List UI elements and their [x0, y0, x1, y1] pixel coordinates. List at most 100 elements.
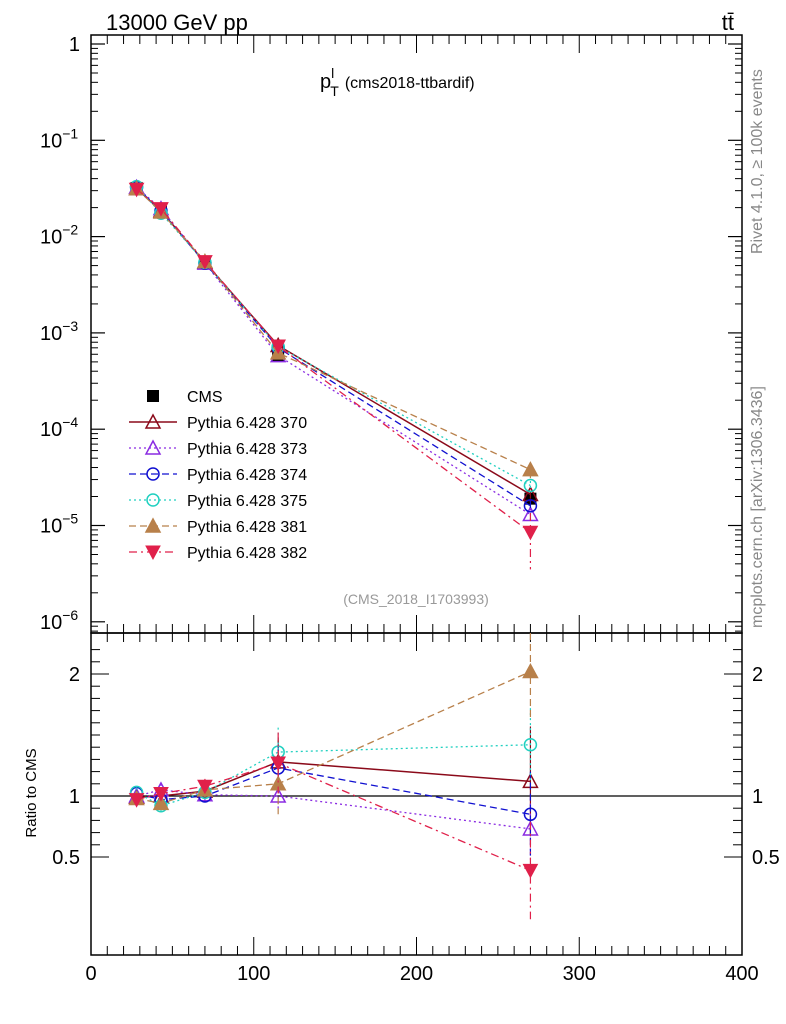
legend-marker — [146, 493, 160, 507]
y-tick-exponent: −1 — [62, 125, 78, 141]
legend-marker — [147, 390, 159, 402]
legend-item-p374: Pythia 6.428 374 — [129, 467, 307, 484]
x-tick-label: 100 — [237, 963, 270, 985]
ratio-y-tick-label-right: 2 — [752, 664, 763, 686]
ratio-y-tick-label: 0.5 — [52, 847, 80, 869]
y-tick-base: 10 — [40, 227, 62, 249]
ratio-point — [522, 662, 539, 679]
data-point — [128, 182, 145, 198]
legend-item-p382: Pythia 6.428 382 — [129, 545, 307, 562]
y-tick-label: 1 — [69, 34, 80, 56]
y-tick-label: 10−3 — [40, 318, 78, 345]
legend-label: Pythia 6.428 382 — [187, 545, 307, 562]
legend-item-p373: Pythia 6.428 373 — [129, 439, 307, 458]
ratio-point — [523, 738, 538, 752]
y-tick-base: 10 — [40, 516, 62, 538]
ratio-line — [136, 670, 531, 804]
legend-item-p370: Pythia 6.428 370 — [129, 413, 307, 432]
legend: CMS Pythia 6.428 370 Pythia 6.428 373 Pythi… — [129, 389, 307, 562]
y-tick-base: 10 — [40, 130, 62, 152]
plot-title: pl T (cms2018-ttbardif) — [320, 65, 475, 99]
data-point — [523, 499, 538, 513]
legend-label: Pythia 6.428 381 — [187, 519, 307, 536]
series-p381 — [128, 180, 539, 479]
rivet-label: Rivet 4.1.0, ≥ 100k events — [749, 69, 766, 254]
ratio-series-p370 — [128, 726, 539, 837]
legend-marker — [145, 545, 161, 561]
ratio-point — [522, 863, 539, 879]
y-tick-base: 1 — [69, 34, 80, 56]
plot-title-main: p — [320, 71, 331, 93]
series-line — [136, 188, 531, 533]
x-tick-label: 0 — [85, 963, 96, 985]
main-series — [128, 178, 539, 570]
plot-title-sub: T — [330, 83, 339, 99]
data-point — [523, 478, 538, 493]
legend-label: Pythia 6.428 375 — [187, 493, 307, 510]
y-tick-base: 10 — [40, 419, 62, 441]
ratio-series — [128, 633, 539, 920]
main-panel-frame — [90, 34, 743, 634]
ratio-series-p381 — [128, 633, 539, 815]
ratio-line — [136, 762, 531, 872]
ratio-line — [136, 744, 531, 807]
y-tick-label: 10−5 — [40, 511, 78, 538]
data-point — [270, 339, 286, 355]
y-tick-base: 10 — [40, 323, 62, 345]
ratio-series-p382 — [128, 732, 539, 920]
legend-marker — [144, 413, 162, 429]
series-line — [136, 186, 531, 507]
energy-label: 13000 GeV pp — [106, 10, 248, 35]
ratio-line — [136, 789, 531, 830]
ratio-y-tick-label: 1 — [69, 786, 80, 808]
legend-label: Pythia 6.428 374 — [187, 467, 307, 484]
y-tick-exponent: −3 — [62, 318, 78, 334]
x-tick-label: 200 — [400, 963, 433, 985]
legend-label: Pythia 6.428 373 — [187, 441, 307, 458]
data-point — [522, 461, 539, 477]
ratio-y-tick-label-right: 1 — [752, 786, 763, 808]
y-tick-exponent: −4 — [62, 414, 78, 430]
legend-label: Pythia 6.428 370 — [187, 415, 307, 432]
ratio-point — [152, 794, 170, 811]
main-axes: 110−110−210−310−410−510−6 — [40, 34, 743, 634]
ratio-ylabel: Ratio to CMS — [23, 748, 40, 837]
y-tick-exponent: −6 — [62, 607, 78, 623]
ratio-point — [270, 756, 286, 772]
legend-label: CMS — [187, 389, 223, 406]
legend-item-cms: CMS — [147, 389, 223, 406]
ratio-point — [197, 779, 213, 795]
y-tick-base: 10 — [40, 612, 62, 634]
plot-title-tag: (cms2018-ttbardif) — [345, 75, 475, 92]
plot-title-sup: l — [331, 65, 334, 81]
site-label: mcplots.cern.ch [arXiv:1306.3436] — [749, 386, 766, 628]
series-p382 — [128, 182, 539, 570]
ratio-point — [523, 807, 538, 822]
legend-item-p375: Pythia 6.428 375 — [129, 493, 307, 510]
process-label: tt̄ — [722, 10, 734, 35]
ratio-line — [136, 767, 531, 815]
ratio-y-tick-label-right: 0.5 — [752, 847, 780, 869]
y-tick-label: 10−2 — [40, 222, 78, 249]
series-line — [136, 186, 531, 516]
ratio-series-p374 — [129, 743, 538, 857]
legend-marker — [144, 439, 162, 455]
y-tick-exponent: −5 — [62, 511, 78, 527]
y-tick-label: 10−6 — [40, 607, 78, 634]
data-point — [197, 255, 213, 270]
legend-marker — [144, 517, 162, 533]
ratio-line — [136, 761, 531, 798]
y-tick-exponent: −2 — [62, 222, 78, 238]
ratio-point — [153, 787, 169, 802]
reference-label: (CMS_2018_I1703993) — [343, 591, 489, 607]
ratio-y-tick-label: 2 — [69, 664, 80, 686]
data-point — [153, 202, 169, 217]
x-tick-label: 400 — [725, 963, 758, 985]
legend-marker — [146, 467, 160, 481]
data-point — [522, 525, 539, 541]
y-tick-label: 10−1 — [40, 125, 78, 152]
y-tick-label: 10−4 — [40, 414, 78, 441]
legend-item-p381: Pythia 6.428 381 — [129, 517, 307, 536]
ratio-point — [128, 793, 145, 808]
